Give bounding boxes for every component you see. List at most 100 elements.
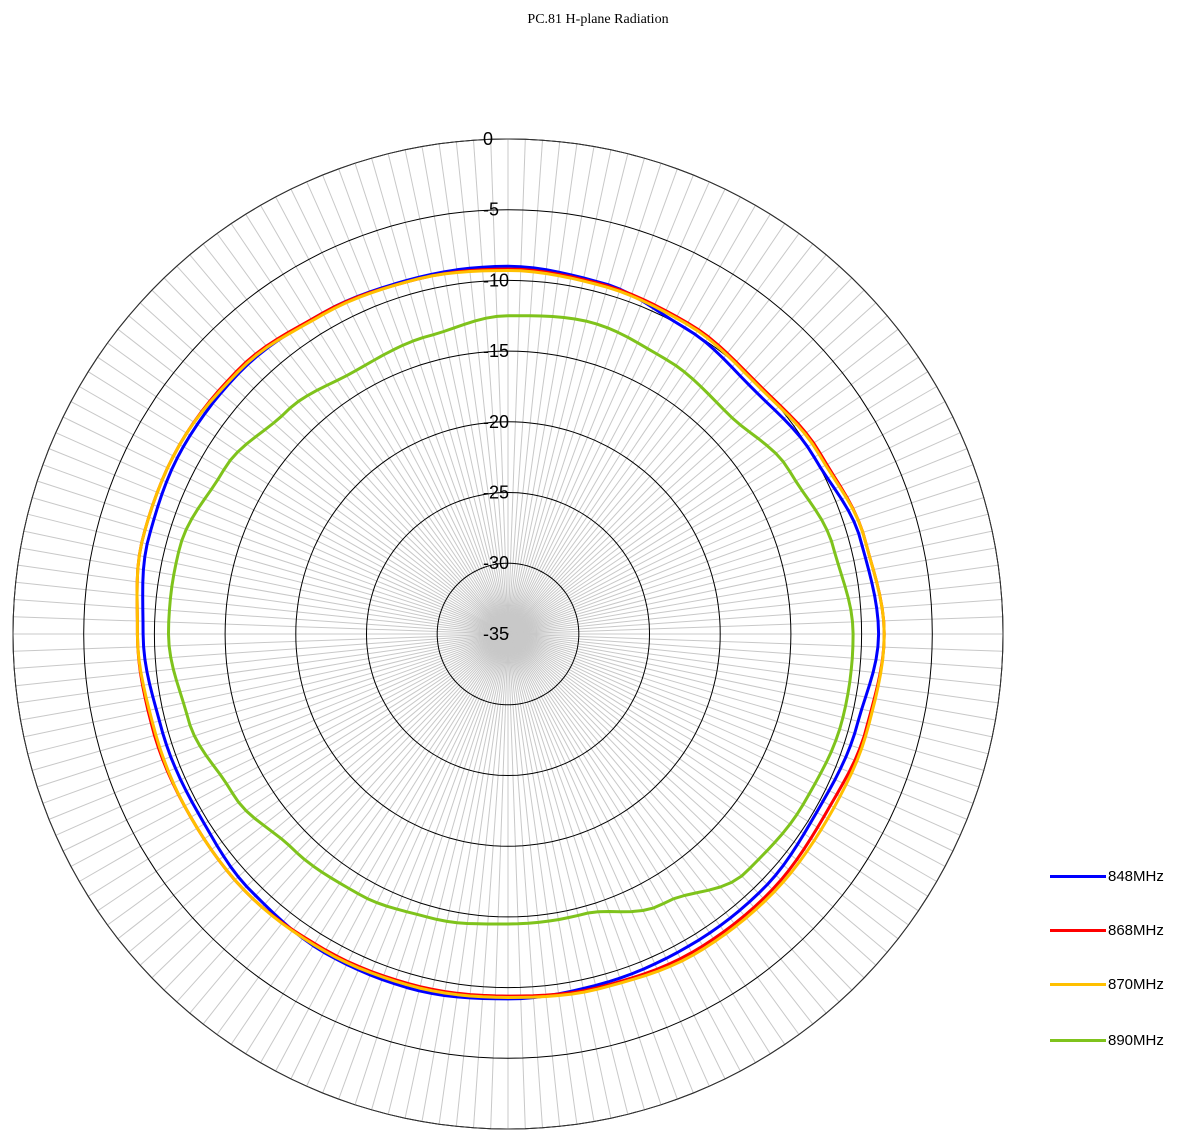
ring-minus-15 <box>224 350 792 918</box>
spoke-line <box>354 633 509 1105</box>
spoke-line <box>216 233 509 635</box>
spoke-line <box>62 633 509 852</box>
spoke-line <box>404 633 509 1119</box>
spoke-line <box>128 633 509 953</box>
spoke-line <box>507 153 629 635</box>
spoke-line <box>371 158 509 635</box>
spoke-line <box>507 386 937 635</box>
spoke-line <box>507 633 1002 669</box>
ring-minus-25 <box>365 492 651 777</box>
spoke-line <box>322 174 509 635</box>
spoke-line <box>189 633 509 1014</box>
spoke-line <box>87 633 509 897</box>
ring-minus-30 <box>436 562 580 706</box>
radial-tick-labels: 0 -5 -10 -15 -20 -25 -30 -35 <box>483 129 509 644</box>
spoke-line <box>260 633 509 1063</box>
spoke-line <box>507 530 993 635</box>
spoke-line <box>507 633 800 1035</box>
spoke-line <box>139 302 509 635</box>
spoke-line <box>139 633 509 966</box>
spoke-line <box>507 196 741 635</box>
spoke-line <box>230 633 509 1045</box>
spoke-line <box>507 633 827 1014</box>
spoke-line <box>507 633 909 926</box>
spoke-line <box>507 633 877 966</box>
spoke-line <box>163 633 509 991</box>
spoke-line <box>455 633 509 1127</box>
chart-title: PC.81 H-plane Radiation <box>527 12 669 27</box>
spoke-line <box>32 497 509 635</box>
spoke-line <box>48 448 509 635</box>
spoke-line <box>290 188 509 635</box>
spoke-line <box>507 633 937 882</box>
tick-label: -10 <box>483 270 509 290</box>
spoke-line <box>507 633 678 1100</box>
spoke-line <box>507 633 756 1063</box>
tick-label: -15 <box>483 341 509 361</box>
spoke-line <box>507 141 561 635</box>
spoke-line <box>507 432 961 635</box>
spoke-line <box>70 401 509 635</box>
spoke-line <box>507 633 662 1105</box>
series-line-890mhz <box>167 314 855 926</box>
spoke-line <box>55 432 509 635</box>
spoke-line <box>27 513 509 635</box>
spoke-line <box>507 243 814 635</box>
spoke-line <box>507 254 827 635</box>
spoke-line <box>507 633 929 897</box>
spoke-line <box>507 633 979 788</box>
spoke-line <box>473 633 509 1128</box>
spoke-line <box>507 181 710 635</box>
spoke-line <box>107 342 509 635</box>
spoke-line <box>507 633 865 979</box>
series-lines <box>135 264 886 1001</box>
spoke-line <box>17 564 509 635</box>
spoke-line <box>490 633 509 1129</box>
spoke-line <box>97 356 509 635</box>
spoke-line <box>42 633 509 804</box>
spoke-line <box>507 163 662 635</box>
spoke-line <box>507 633 899 940</box>
spoke-line <box>507 633 993 738</box>
spoke-line <box>507 328 899 635</box>
spoke-line <box>507 213 771 635</box>
spoke-line <box>202 243 509 635</box>
tick-label: -35 <box>483 624 509 644</box>
spoke-line <box>37 633 509 788</box>
legend-swatch-848mhz <box>1050 874 1106 878</box>
spoke-line <box>507 143 578 635</box>
spoke-line <box>507 633 996 721</box>
spoke-line <box>507 633 984 771</box>
spoke-line <box>507 633 578 1125</box>
spoke-line <box>507 633 814 1025</box>
spoke-line <box>507 633 999 704</box>
spoke-line <box>507 633 840 1003</box>
spoke-line <box>507 633 629 1115</box>
spoke-line <box>507 205 756 635</box>
legend-label-848mhz: 848MHz <box>1108 867 1164 885</box>
spoke-line <box>70 633 509 867</box>
spoke-line <box>151 289 509 635</box>
spoke-line <box>507 464 974 635</box>
spoke-line <box>37 480 509 635</box>
legend-item-848mhz: 848MHz <box>1050 866 1164 886</box>
spoke-line <box>176 265 509 635</box>
legend-swatch-868mhz <box>1050 928 1106 932</box>
spoke-line <box>322 633 509 1094</box>
spoke-line <box>507 139 526 635</box>
spoke-line <box>507 223 786 635</box>
legend-item-868mhz: 868MHz <box>1050 920 1164 940</box>
spoke-line <box>62 416 509 635</box>
spoke-line <box>163 277 509 635</box>
spoke-line <box>176 633 509 1003</box>
spoke-line <box>507 233 800 635</box>
spoke-line <box>507 401 946 635</box>
spoke-line <box>230 223 509 635</box>
spoke-line <box>245 213 509 635</box>
tick-label: 0 <box>483 129 493 149</box>
outer-boundary <box>12 138 1004 1130</box>
spoke-line <box>202 633 509 1025</box>
spoke-line <box>507 633 645 1110</box>
spoke-line <box>97 633 509 912</box>
